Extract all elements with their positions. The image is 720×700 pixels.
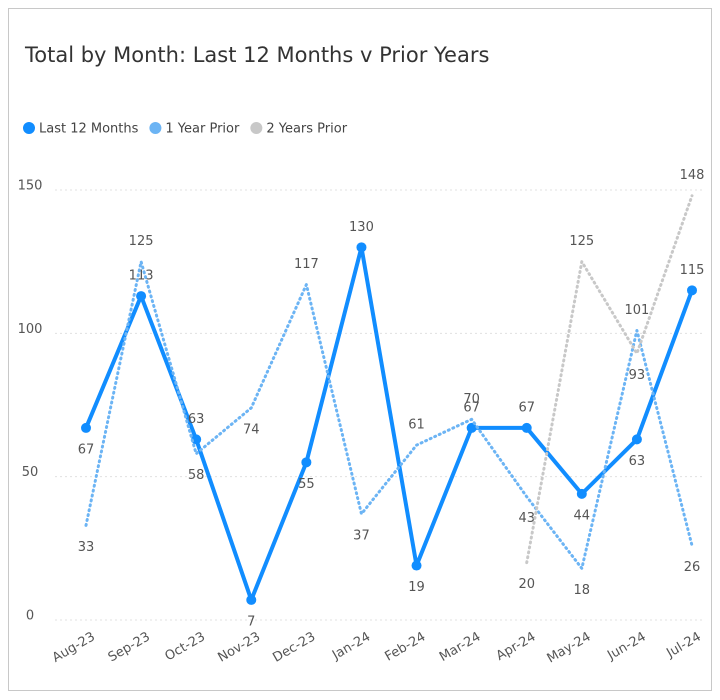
legend-label: 2 Years Prior: [266, 122, 347, 137]
data-label: 19: [408, 580, 425, 595]
data-point: [576, 488, 587, 499]
data-label: 63: [629, 454, 646, 469]
legend-label: Last 12 Months: [39, 122, 139, 137]
data-label: 18: [574, 583, 591, 598]
legend-marker: [250, 122, 263, 134]
data-point: [687, 285, 697, 296]
data-label: 33: [78, 540, 95, 555]
data-label: 74: [243, 422, 260, 437]
data-label: 115: [680, 263, 705, 278]
data-point: [301, 457, 312, 468]
data-label: 26: [684, 560, 701, 575]
data-point: [466, 422, 477, 433]
data-label: 125: [129, 234, 154, 249]
data-label: 70: [463, 392, 480, 407]
data-label: 7: [247, 614, 255, 629]
data-label: 117: [294, 257, 319, 272]
data-label: 67: [518, 400, 535, 415]
series-line: [84, 260, 694, 570]
data-point: [246, 594, 257, 605]
data-point: [81, 422, 91, 433]
y-tick-label: 0: [26, 609, 34, 624]
series-line: [84, 245, 694, 602]
data-label: 67: [78, 442, 95, 457]
visual-frame: [8, 8, 712, 691]
data-label: 44: [574, 508, 591, 523]
data-label: 148: [680, 168, 705, 183]
data-label: 113: [129, 269, 154, 284]
data-point: [631, 434, 642, 445]
data-label: 58: [188, 468, 205, 483]
data-label: 61: [408, 418, 425, 433]
y-tick-label: 100: [18, 322, 43, 337]
y-tick-label: 50: [22, 465, 39, 480]
data-label: 43: [518, 511, 535, 526]
legend-marker: [23, 122, 35, 134]
legend-label: 1 Year Prior: [165, 122, 240, 137]
data-label: 37: [353, 528, 370, 543]
y-tick-label: 150: [18, 179, 43, 194]
data-label: 125: [569, 234, 594, 249]
data-label: 93: [629, 368, 646, 383]
data-label: 20: [518, 577, 535, 592]
data-label: 67: [463, 400, 480, 415]
data-point: [411, 560, 422, 571]
series-line: [525, 194, 694, 565]
legend-marker: [149, 122, 162, 134]
data-label: 130: [349, 220, 374, 235]
data-point: [356, 242, 367, 253]
data-label: 101: [624, 303, 649, 318]
data-label: 55: [298, 477, 315, 492]
chart-title: Total by Month: Last 12 Months v Prior Y…: [24, 43, 489, 67]
data-point: [136, 291, 147, 302]
data-point: [521, 422, 532, 433]
data-label: 63: [188, 412, 205, 427]
